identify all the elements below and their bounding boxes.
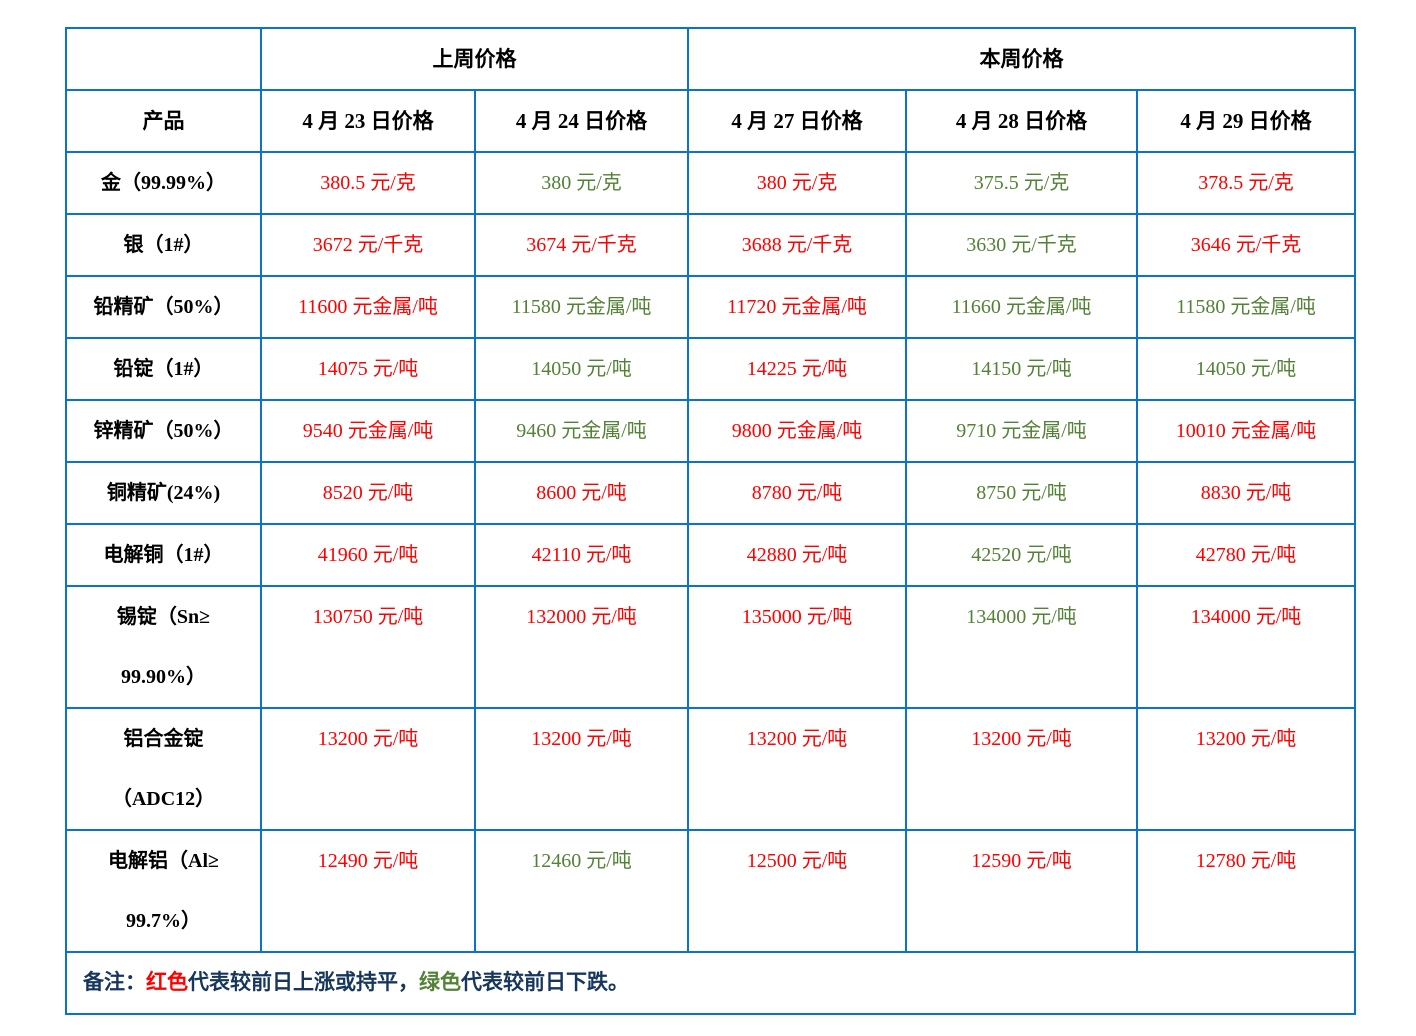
price-cell: 42780 元/吨 xyxy=(1136,523,1356,587)
price-cell: 12500 元/吨 xyxy=(687,829,907,953)
price-cell: 378.5 元/克 xyxy=(1136,151,1356,215)
price-cell: 3646 元/千克 xyxy=(1136,213,1356,277)
price-cell: 9540 元金属/吨 xyxy=(260,399,476,463)
price-cell: 9800 元金属/吨 xyxy=(687,399,907,463)
note-segment: 红色 xyxy=(146,970,188,994)
column-header-apr24: 4 月 24 日价格 xyxy=(474,89,689,153)
price-cell: 3688 元/千克 xyxy=(687,213,907,277)
price-cell: 134000 元/吨 xyxy=(905,585,1138,709)
price-cell: 132000 元/吨 xyxy=(474,585,689,709)
price-cell: 135000 元/吨 xyxy=(687,585,907,709)
price-cell: 9710 元金属/吨 xyxy=(905,399,1138,463)
column-header-apr28: 4 月 28 日价格 xyxy=(905,89,1138,153)
group-header-row: 上周价格 本周价格 xyxy=(65,27,1356,91)
column-header-row: 产品 4 月 23 日价格 4 月 24 日价格 4 月 27 日价格 4 月 … xyxy=(65,89,1356,153)
price-cell: 134000 元/吨 xyxy=(1136,585,1356,709)
price-cell: 130750 元/吨 xyxy=(260,585,476,709)
product-name: 金（99.99%） xyxy=(65,151,262,215)
metal-price-table: 上周价格 本周价格 产品 4 月 23 日价格 4 月 24 日价格 4 月 2… xyxy=(65,27,1356,1015)
price-cell: 380.5 元/克 xyxy=(260,151,476,215)
price-cell: 10010 元金属/吨 xyxy=(1136,399,1356,463)
note-row: 备注：红色代表较前日上涨或持平，绿色代表较前日下跌。 xyxy=(65,951,1356,1015)
column-header-product: 产品 xyxy=(65,89,262,153)
price-cell: 13200 元/吨 xyxy=(260,707,476,831)
table-row: 铜精矿(24%) 8520 元/吨 8600 元/吨 8780 元/吨 8750 元/吨… xyxy=(65,461,1356,525)
price-cell: 13200 元/吨 xyxy=(474,707,689,831)
table-row: 铅锭（1#） 14075 元/吨 14050 元/吨 14225 元/吨 14150 元… xyxy=(65,337,1356,401)
price-cell: 12490 元/吨 xyxy=(260,829,476,953)
product-name: 铝合金锭 （ADC12） xyxy=(65,707,262,831)
price-table-body: 金（99.99%） 380.5 元/克 380 元/克 380 元/克 375.5 元/… xyxy=(65,151,1356,953)
table-row: 铅精矿（50%） 11600 元金属/吨 11580 元金属/吨 11720 元金属/… xyxy=(65,275,1356,339)
price-cell: 42520 元/吨 xyxy=(905,523,1138,587)
note-segment: 代表较前日上涨或持平， xyxy=(188,970,419,994)
product-name: 电解铜（1#） xyxy=(65,523,262,587)
product-name: 电解铝（Al≥ 99.7%） xyxy=(65,829,262,953)
price-cell: 11600 元金属/吨 xyxy=(260,275,476,339)
price-cell: 14050 元/吨 xyxy=(1136,337,1356,401)
product-name: 银（1#） xyxy=(65,213,262,277)
price-cell: 14075 元/吨 xyxy=(260,337,476,401)
price-cell: 11660 元金属/吨 xyxy=(905,275,1138,339)
note-segment: 备注： xyxy=(83,970,146,994)
price-cell: 14225 元/吨 xyxy=(687,337,907,401)
table-row: 金（99.99%） 380.5 元/克 380 元/克 380 元/克 375.5 元/… xyxy=(65,151,1356,215)
price-cell: 12460 元/吨 xyxy=(474,829,689,953)
price-cell: 3674 元/千克 xyxy=(474,213,689,277)
table-row: 电解铝（Al≥ 99.7%） 12490 元/吨 12460 元/吨 12500 元/… xyxy=(65,829,1356,953)
price-cell: 14050 元/吨 xyxy=(474,337,689,401)
price-cell: 42110 元/吨 xyxy=(474,523,689,587)
price-cell: 14150 元/吨 xyxy=(905,337,1138,401)
product-name: 锌精矿（50%） xyxy=(65,399,262,463)
price-cell: 8600 元/吨 xyxy=(474,461,689,525)
price-sheet: 上周价格 本周价格 产品 4 月 23 日价格 4 月 24 日价格 4 月 2… xyxy=(65,27,1356,1015)
price-cell: 11580 元金属/吨 xyxy=(474,275,689,339)
product-name: 铅精矿（50%） xyxy=(65,275,262,339)
column-header-apr27: 4 月 27 日价格 xyxy=(687,89,907,153)
price-cell: 3672 元/千克 xyxy=(260,213,476,277)
price-cell: 11720 元金属/吨 xyxy=(687,275,907,339)
price-cell: 9460 元金属/吨 xyxy=(474,399,689,463)
price-cell: 42880 元/吨 xyxy=(687,523,907,587)
table-row: 锌精矿（50%） 9540 元金属/吨 9460 元金属/吨 9800 元金属/吨 97… xyxy=(65,399,1356,463)
price-cell: 13200 元/吨 xyxy=(687,707,907,831)
table-row: 电解铜（1#） 41960 元/吨 42110 元/吨 42880 元/吨 42520 … xyxy=(65,523,1356,587)
price-cell: 8780 元/吨 xyxy=(687,461,907,525)
price-cell: 8520 元/吨 xyxy=(260,461,476,525)
price-cell: 41960 元/吨 xyxy=(260,523,476,587)
note-cell: 备注：红色代表较前日上涨或持平，绿色代表较前日下跌。 xyxy=(65,951,1356,1015)
price-cell: 12780 元/吨 xyxy=(1136,829,1356,953)
price-cell: 380 元/克 xyxy=(474,151,689,215)
price-cell: 8750 元/吨 xyxy=(905,461,1138,525)
price-cell: 375.5 元/克 xyxy=(905,151,1138,215)
price-cell: 11580 元金属/吨 xyxy=(1136,275,1356,339)
price-cell: 3630 元/千克 xyxy=(905,213,1138,277)
table-row: 铝合金锭 （ADC12） 13200 元/吨 13200 元/吨 13200 元/吨 1… xyxy=(65,707,1356,831)
price-cell: 380 元/克 xyxy=(687,151,907,215)
table-row: 锡锭（Sn≥ 99.90%） 130750 元/吨 132000 元/吨 135000… xyxy=(65,585,1356,709)
column-header-apr23: 4 月 23 日价格 xyxy=(260,89,476,153)
note-segment: 代表较前日下跌。 xyxy=(461,970,629,994)
group-header-this-week: 本周价格 xyxy=(687,27,1356,91)
product-name: 铅锭（1#） xyxy=(65,337,262,401)
price-cell: 13200 元/吨 xyxy=(1136,707,1356,831)
price-cell: 8830 元/吨 xyxy=(1136,461,1356,525)
column-header-apr29: 4 月 29 日价格 xyxy=(1136,89,1356,153)
price-cell: 13200 元/吨 xyxy=(905,707,1138,831)
product-name: 锡锭（Sn≥ 99.90%） xyxy=(65,585,262,709)
note-segment: 绿色 xyxy=(419,970,461,994)
price-cell: 12590 元/吨 xyxy=(905,829,1138,953)
product-name: 铜精矿(24%) xyxy=(65,461,262,525)
group-header-last-week: 上周价格 xyxy=(260,27,689,91)
corner-cell xyxy=(65,27,262,91)
table-row: 银（1#） 3672 元/千克 3674 元/千克 3688 元/千克 3630 元/千… xyxy=(65,213,1356,277)
